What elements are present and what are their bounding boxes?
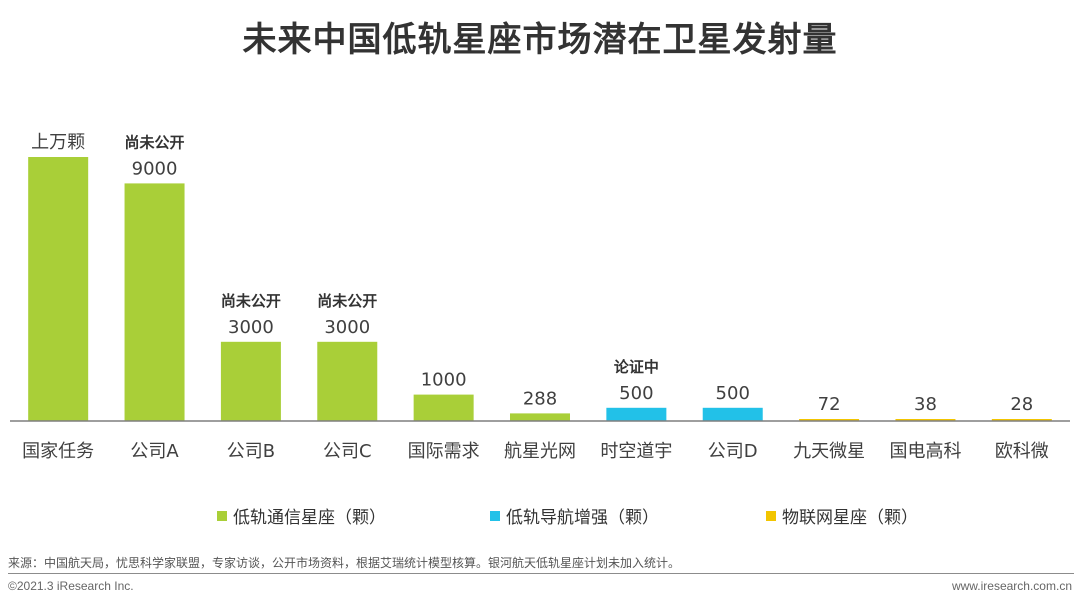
value-label-9: 72	[818, 394, 841, 415]
category-label-9: 九天微星	[793, 441, 865, 462]
bar-5	[413, 394, 474, 421]
value-label-3: 3000	[228, 317, 274, 338]
bar-4	[317, 341, 378, 421]
category-label-1: 国家任务	[22, 441, 94, 462]
bar-2	[124, 183, 185, 421]
category-label-11: 欧科微	[995, 441, 1049, 462]
value-label-7: 500	[619, 383, 653, 404]
value-label-1: 上万颗	[31, 132, 85, 153]
legend-label-iot: 物联网星座（颗）	[782, 508, 918, 528]
category-label-4: 公司C	[323, 441, 372, 462]
legend-item-iot: 物联网星座（颗）	[766, 503, 918, 528]
category-label-7: 时空道宇	[600, 441, 672, 462]
value-label-8: 500	[716, 383, 750, 404]
source-note: 来源：中国航天局，忧思科学家联盟，专家访谈，公开市场资料，根据艾瑞统计模型核算。…	[8, 556, 681, 570]
legend-swatch-comm	[217, 510, 227, 521]
status-note-3: 尚未公开	[221, 292, 281, 310]
value-label-10: 38	[914, 394, 937, 415]
value-label-2: 9000	[132, 158, 178, 179]
status-note-2: 尚未公开	[125, 133, 185, 151]
value-label-5: 1000	[421, 370, 467, 391]
category-label-5: 国际需求	[408, 441, 480, 462]
legend-item-comm: 低轨通信星座（颗）	[217, 503, 386, 528]
bar-8	[702, 407, 763, 421]
legend-item-nav: 低轨导航增强（颗）	[490, 503, 659, 528]
value-label-11: 28	[1010, 394, 1033, 415]
category-label-10: 国电高科	[889, 441, 961, 462]
category-label-3: 公司B	[227, 441, 275, 462]
legend-swatch-iot	[766, 510, 776, 521]
category-label-6: 航星光网	[504, 441, 576, 462]
value-label-4: 3000	[324, 317, 370, 338]
bar-9	[799, 419, 860, 421]
footer-divider	[8, 573, 1074, 574]
value-label-6: 288	[523, 388, 557, 409]
chart-title: 未来中国低轨星座市场潜在卫星发射量	[242, 20, 838, 60]
bar-7	[606, 407, 667, 421]
legend-label-comm: 低轨通信星座（颗）	[233, 508, 386, 528]
bar-6	[510, 413, 570, 421]
legend-swatch-nav	[490, 510, 500, 521]
bar-11	[991, 419, 1052, 421]
bar-10	[895, 419, 956, 421]
copyright-text: ©2021.3 iResearch Inc.	[8, 579, 134, 593]
bar-1	[28, 157, 89, 421]
status-note-7: 论证中	[614, 358, 659, 376]
category-label-8: 公司D	[708, 441, 758, 462]
status-note-4: 尚未公开	[317, 292, 377, 310]
bar-3	[220, 341, 281, 421]
website-link[interactable]: www.iresearch.com.cn	[951, 579, 1072, 593]
category-label-2: 公司A	[130, 441, 179, 462]
legend-label-nav: 低轨导航增强（颗）	[506, 508, 659, 528]
